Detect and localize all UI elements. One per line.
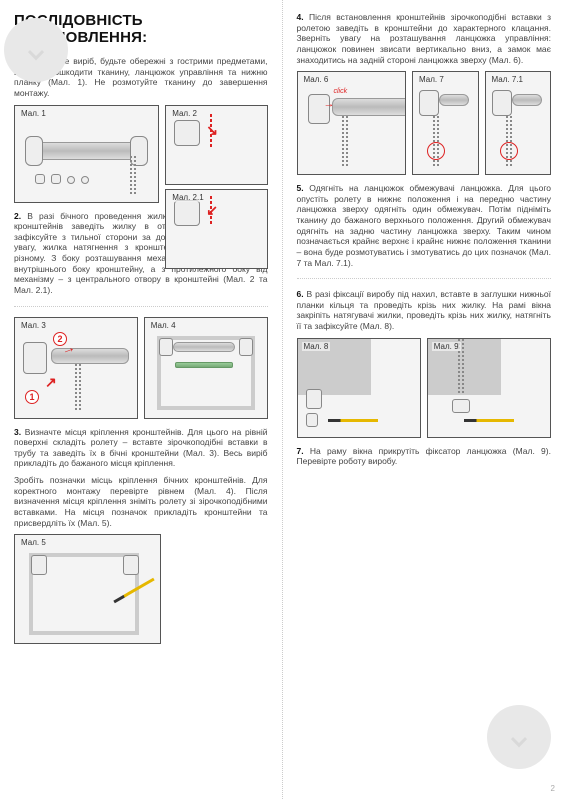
fig-9: Мал. 9: [427, 338, 551, 438]
step-5-text: 5. Одягніть на ланцюжок обмежувачі ланцю…: [297, 183, 552, 268]
step-7-body: На раму вікна прикрутіть фіксатор ланцюж…: [297, 446, 551, 467]
fig-5-label: Мал. 5: [19, 538, 48, 547]
fig-4: Мал. 4: [144, 317, 268, 419]
fig-6: Мал. 6 click →: [297, 71, 407, 175]
figs-row-4: Мал. 6 click → Мал. 7 Мал. 7.1: [297, 71, 552, 175]
step-3-num: 3.: [14, 427, 21, 437]
screwdriver-icon: [464, 419, 514, 422]
step-2-num: 2.: [14, 211, 21, 221]
highlight-circle: [427, 142, 445, 160]
fig-4-label: Мал. 4: [149, 321, 178, 330]
fig-2: Мал. 2 ↘: [165, 105, 267, 185]
fig-7-1-label: Мал. 7.1: [490, 75, 525, 84]
step-4-num: 4.: [297, 12, 304, 22]
screwdriver-icon: [328, 419, 378, 422]
watermark-top-left: [4, 18, 68, 82]
step-5-body: Одягніть на ланцюжок обмежувачі ланцюжка…: [297, 183, 552, 267]
click-label: click: [334, 88, 348, 95]
fig-2-label: Мал. 2: [170, 109, 199, 118]
step-7-text: 7. На раму вікна прикрутіть фіксатор лан…: [297, 446, 552, 467]
fig-3: Мал. 3 1 2 ↗ →: [14, 317, 138, 419]
fig-7: Мал. 7: [412, 71, 479, 175]
fig-3-label: Мал. 3: [19, 321, 48, 330]
figs-row-2: Мал. 3 1 2 ↗ → Мал. 4: [14, 317, 268, 419]
figs-row-1: Мал. 1 Мал. 2 ↘ Мал. 2.1: [14, 105, 268, 203]
fig-2-1: Мал. 2.1 ↙: [165, 189, 267, 269]
step-6-num: 6.: [297, 289, 304, 299]
highlight-circle: [500, 142, 518, 160]
fig-8: Мал. 8: [297, 338, 421, 438]
fig-2-1-label: Мал. 2.1: [170, 193, 205, 202]
step-6-body: В разі фіксації виробу під нахил, вставт…: [297, 289, 552, 331]
fig-1: Мал. 1: [14, 105, 159, 203]
fig-7-label: Мал. 7: [417, 75, 446, 84]
page-number: 2: [551, 784, 555, 793]
step-7-num: 7.: [297, 446, 304, 456]
step-3a-body: Визначте місця кріплення кронштейнів. Дл…: [14, 427, 268, 469]
fig-9-label: Мал. 9: [432, 342, 461, 351]
badge-1: 1: [25, 390, 39, 404]
fig-1-label: Мал. 1: [19, 109, 48, 118]
fig-5: Мал. 5: [14, 534, 161, 644]
step-3a-text: 3. Визначте місця кріплення кронштейнів.…: [14, 427, 268, 470]
fig-6-label: Мал. 6: [302, 75, 331, 84]
step-4-text: 4. Після встановлення кронштейнів зірочк…: [297, 12, 552, 65]
left-column: ПОСЛІДОВНІСТЬ ВСТАНОВЛЕННЯ: 1. Розпакуйт…: [0, 0, 283, 799]
arrow-icon: ↗: [45, 374, 57, 391]
right-column: 4. Після встановлення кронштейнів зірочк…: [283, 0, 565, 799]
arrow-icon: →: [324, 98, 335, 110]
fig-8-label: Мал. 8: [302, 342, 331, 351]
step-3b-text: Зробіть позначки місць кріплення бічних …: [14, 475, 268, 528]
figs-row-3: Мал. 5: [14, 534, 268, 644]
divider: [297, 278, 552, 279]
step-4-body: Після встановлення кронштейнів зірочкопо…: [297, 12, 552, 65]
figs-row-5: Мал. 8 Мал. 9: [297, 338, 552, 438]
divider: [14, 306, 268, 307]
step-6-text: 6. В разі фіксації виробу під нахил, вст…: [297, 289, 552, 332]
watermark-bottom-right: [487, 705, 551, 769]
fig-7-1: Мал. 7.1: [485, 71, 552, 175]
step-5-num: 5.: [297, 183, 304, 193]
